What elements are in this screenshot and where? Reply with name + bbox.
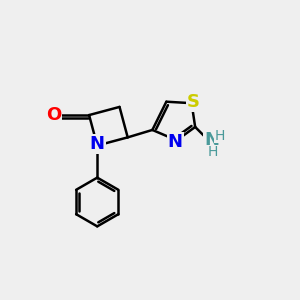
Text: N: N	[204, 131, 219, 149]
Text: O: O	[46, 106, 61, 124]
Text: N: N	[168, 133, 183, 151]
Text: N: N	[90, 135, 105, 153]
Text: H: H	[208, 145, 218, 159]
Text: H: H	[214, 129, 225, 143]
Text: S: S	[187, 93, 200, 111]
